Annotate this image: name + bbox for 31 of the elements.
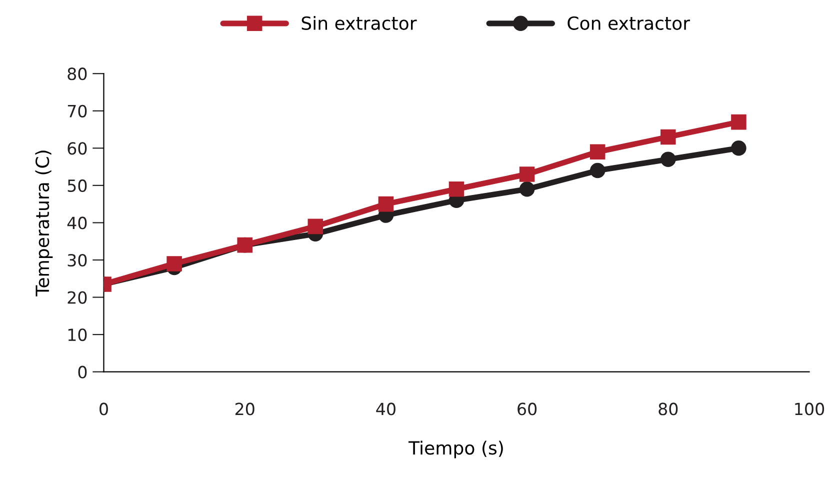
point <box>308 218 324 234</box>
legend-label: Sin extractor <box>302 16 417 30</box>
point <box>519 182 535 197</box>
point <box>731 114 746 130</box>
point <box>166 256 182 272</box>
x-tick-label: 20 <box>235 402 254 416</box>
y-tick-label: 10 <box>68 328 87 342</box>
x-tick-label: 40 <box>376 402 396 416</box>
point <box>731 140 746 156</box>
point <box>590 144 606 160</box>
point <box>519 166 535 182</box>
legend-label: Con extractor <box>568 16 690 30</box>
y-axis-title: Temperatura (C) <box>35 150 53 296</box>
x-tick-label: 100 <box>795 402 824 416</box>
point <box>660 129 676 145</box>
y-tick-label: 80 <box>68 68 87 80</box>
y-tick-label: 40 <box>67 216 87 230</box>
y-tick-label: 30 <box>68 254 87 267</box>
y-tick-label: 70 <box>68 104 87 118</box>
x-tick-label: 0 <box>100 402 108 416</box>
y-tick-label: 60 <box>68 142 87 155</box>
point <box>448 182 464 197</box>
x-axis-title: Tiempo (s) <box>408 440 503 458</box>
point <box>660 152 676 167</box>
x-tick-label: 80 <box>658 402 678 416</box>
y-tick-label: 50 <box>68 179 87 192</box>
point <box>378 196 394 212</box>
y-tick-label: 0 <box>78 366 87 378</box>
x-tick-label: 60 <box>518 402 537 416</box>
y-tick-label: 20 <box>68 291 87 304</box>
point <box>590 162 606 178</box>
